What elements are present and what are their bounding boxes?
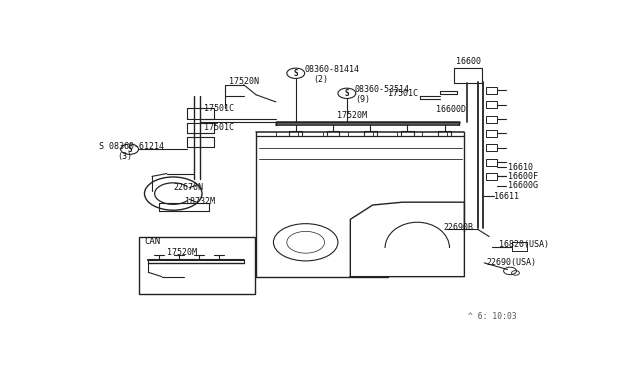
Bar — [138, 237, 255, 294]
Text: 16600: 16600 — [456, 57, 481, 66]
Text: 17501C: 17501C — [204, 123, 234, 132]
Bar — [486, 144, 497, 151]
Bar — [486, 130, 497, 137]
Circle shape — [121, 144, 138, 154]
Text: 22690(USA): 22690(USA) — [486, 258, 537, 267]
Text: S 08360-61214: S 08360-61214 — [99, 142, 164, 151]
Text: 16600F: 16600F — [508, 172, 538, 181]
Bar — [486, 116, 497, 122]
Bar — [486, 101, 497, 108]
Text: 16820(USA): 16820(USA) — [499, 240, 549, 249]
Text: 17520M: 17520M — [167, 248, 197, 257]
Text: S: S — [344, 89, 349, 98]
Text: S: S — [294, 69, 298, 78]
Text: (2): (2) — [313, 75, 328, 84]
Text: 17501C: 17501C — [388, 89, 417, 98]
Text: (3): (3) — [117, 153, 132, 161]
Text: (9): (9) — [355, 95, 370, 104]
Text: 17520N: 17520N — [229, 77, 259, 86]
Circle shape — [287, 68, 305, 78]
Text: 18732M: 18732M — [185, 197, 215, 206]
Text: 22670N: 22670N — [173, 183, 204, 192]
Text: ^ 6: 10:03: ^ 6: 10:03 — [468, 312, 516, 321]
Bar — [486, 87, 497, 94]
Text: 16600D: 16600D — [436, 105, 466, 113]
Bar — [511, 242, 527, 251]
Text: 08360-81414: 08360-81414 — [304, 65, 359, 74]
Text: 22690B: 22690B — [443, 223, 473, 232]
Text: 16610: 16610 — [508, 163, 532, 172]
Bar — [486, 158, 497, 166]
Text: CAN: CAN — [145, 237, 161, 246]
Text: 16600G: 16600G — [508, 181, 538, 190]
Text: S: S — [127, 145, 132, 154]
Text: 16611: 16611 — [494, 192, 519, 201]
Text: 17520M: 17520M — [337, 111, 367, 120]
Bar — [486, 173, 497, 180]
Text: 08360-53514: 08360-53514 — [355, 86, 410, 94]
Circle shape — [338, 88, 356, 99]
Text: 17501C: 17501C — [204, 104, 234, 113]
